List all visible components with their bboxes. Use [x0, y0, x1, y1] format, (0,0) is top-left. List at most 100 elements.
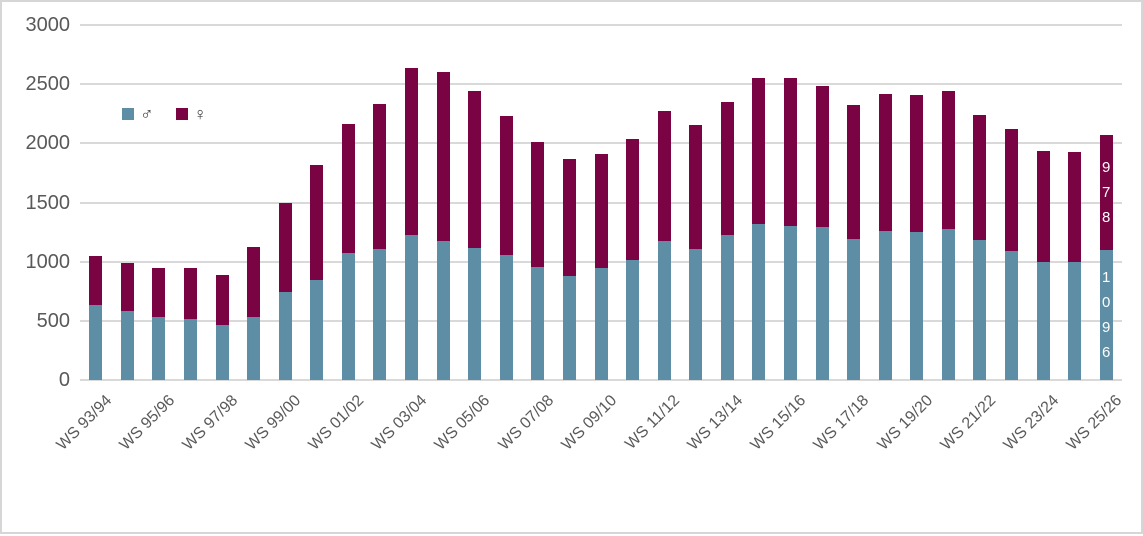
bar-segment-male	[120, 310, 134, 380]
bar-segment-female	[657, 111, 671, 241]
stacked-bar	[720, 101, 734, 380]
bar-segment-male	[215, 324, 229, 380]
bar-segment-female	[910, 94, 924, 232]
stacked-bar	[562, 159, 576, 380]
bar-segment-female	[626, 139, 640, 261]
stacked-bar	[499, 116, 513, 380]
stacked-bar	[120, 262, 134, 380]
bar-segment-male	[1004, 251, 1018, 380]
bar-segment-female	[405, 67, 419, 236]
bar-segment-male	[89, 305, 103, 380]
bar-segment-male	[152, 316, 166, 380]
y-axis: 3000 2500 2000 1500 1000 500 0	[8, 2, 71, 536]
bar-segment-male	[278, 292, 292, 380]
stacked-bar	[847, 105, 861, 380]
stacked-bar	[152, 267, 166, 380]
bar-segment-male	[752, 224, 766, 380]
x-tick-label: WS 15/16	[747, 392, 810, 454]
x-tick-label: WS 17/18	[810, 392, 873, 454]
bar-segment-female	[878, 93, 892, 231]
stacked-bar	[436, 72, 450, 380]
stacked-bar	[89, 255, 103, 380]
bar-segment-female	[941, 91, 955, 230]
x-tick-label: WS 09/10	[558, 392, 621, 454]
bar-segment-male	[436, 240, 450, 380]
y-tick-label: 500	[36, 309, 70, 332]
bar-segment-male	[1068, 261, 1082, 380]
bar-segment-female	[152, 267, 166, 317]
bar-segment-female	[184, 267, 197, 320]
gridline	[80, 379, 1122, 381]
stacked-bar	[215, 274, 229, 380]
legend-label-male: ♂	[140, 104, 154, 124]
bar-segment-male	[562, 275, 576, 380]
bar-segment-female	[562, 159, 576, 276]
bar-segment-male	[815, 227, 829, 380]
y-tick-label: 1500	[25, 191, 71, 214]
bar-segment-female	[1036, 151, 1050, 262]
stacked-bar	[815, 85, 829, 380]
bar-segment-female	[468, 91, 482, 249]
stacked-bar	[657, 111, 671, 380]
bar-segment-male	[910, 231, 924, 380]
bar-segment-male	[499, 255, 513, 380]
stacked-bar	[594, 153, 608, 380]
x-tick-label: WS 95/96	[116, 392, 178, 454]
bar-segment-male	[594, 268, 608, 380]
bar-segment-male	[720, 235, 734, 380]
legend: ♂ ♀	[122, 105, 207, 123]
legend-swatch-female-icon	[175, 108, 188, 120]
stacked-bar	[341, 123, 355, 380]
gridline	[80, 24, 1122, 26]
bar-segment-male	[531, 266, 545, 380]
stacked-bar	[689, 125, 703, 380]
gridline	[80, 142, 1122, 145]
bar-segment-male	[689, 249, 703, 380]
stacked-bar	[1036, 151, 1050, 380]
stacked-bar	[626, 139, 640, 380]
bar-segment-male	[657, 240, 671, 380]
x-tick-label: WS 07/08	[495, 392, 557, 454]
bar-segment-female	[436, 72, 450, 241]
stacked-bar	[973, 114, 987, 380]
bar-segment-female	[373, 103, 387, 249]
stacked-bar	[783, 78, 797, 380]
bar-segment-male: 1 0 9 6	[1099, 250, 1113, 380]
bar-segment-female	[278, 202, 292, 293]
y-tick-label: 2500	[25, 73, 71, 96]
bar-segment-female	[310, 165, 324, 281]
bar-segment-female	[247, 246, 261, 317]
stacked-bar: 9 7 8 1 0 9 6	[1099, 134, 1113, 380]
y-tick-label: 3000	[25, 14, 71, 36]
bar-segment-male	[878, 230, 892, 380]
bar-segment-female	[531, 142, 545, 267]
legend-item-male: ♂	[122, 105, 154, 123]
stacked-bar	[752, 78, 766, 380]
data-label: 1 0 9 6	[1102, 269, 1111, 362]
bar-segment-female	[973, 114, 987, 241]
y-tick-label: 1000	[25, 250, 71, 273]
data-label: 9 7 8	[1102, 158, 1111, 226]
bar-segment-female: 9 7 8	[1099, 134, 1113, 251]
x-axis: WS 93/94 WS 95/96 WS 97/98 WS 99/00 WS 01/02…	[53, 380, 1125, 530]
bar-segment-male	[405, 235, 419, 380]
bar-segment-female	[341, 123, 355, 254]
stacked-bar	[910, 94, 924, 380]
bar-segment-female	[89, 255, 103, 306]
bar-segment-male	[941, 229, 955, 380]
stacked-bar	[878, 93, 892, 380]
x-tick-label: WS 23/24	[1000, 392, 1063, 454]
bar-segment-male	[783, 226, 797, 380]
y-tick-label: 0	[58, 369, 70, 391]
bar-segment-female	[752, 78, 766, 225]
legend-item-female: ♀	[175, 104, 208, 124]
bar-segment-male	[973, 240, 987, 380]
x-tick-label: WS 01/02	[305, 392, 368, 454]
x-tick-label: WS 99/00	[242, 392, 305, 454]
bar-segment-female	[1068, 151, 1082, 262]
x-tick-label: WS 21/22	[937, 392, 999, 454]
gridline	[80, 83, 1122, 86]
legend-label-female: ♀	[193, 104, 208, 124]
bar-segment-female	[594, 153, 608, 269]
stacked-bar	[278, 202, 292, 381]
